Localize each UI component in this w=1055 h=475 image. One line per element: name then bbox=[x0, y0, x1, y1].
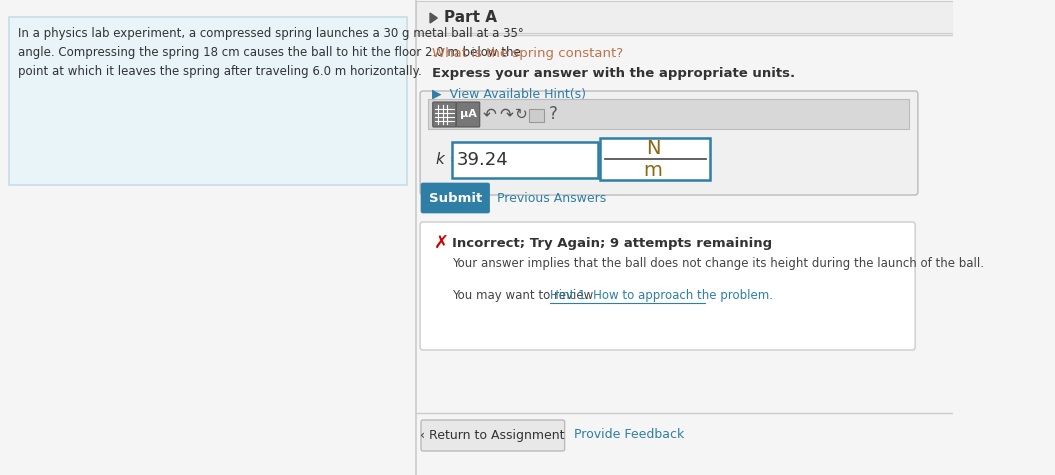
Text: ↶: ↶ bbox=[483, 105, 497, 123]
Text: μA: μA bbox=[460, 109, 477, 119]
FancyBboxPatch shape bbox=[421, 183, 490, 213]
Text: k =: k = bbox=[437, 152, 463, 167]
Text: In a physics lab experiment, a compressed spring launches a 30 g metal ball at a: In a physics lab experiment, a compresse… bbox=[18, 27, 524, 78]
Text: Part A: Part A bbox=[444, 10, 498, 25]
FancyBboxPatch shape bbox=[416, 1, 953, 33]
FancyBboxPatch shape bbox=[456, 102, 480, 127]
Polygon shape bbox=[430, 13, 437, 23]
Text: 39.24: 39.24 bbox=[457, 151, 509, 169]
Text: Provide Feedback: Provide Feedback bbox=[574, 428, 684, 441]
FancyBboxPatch shape bbox=[433, 102, 456, 127]
FancyBboxPatch shape bbox=[420, 222, 915, 350]
Text: ↻: ↻ bbox=[515, 106, 528, 122]
FancyBboxPatch shape bbox=[420, 91, 918, 195]
FancyBboxPatch shape bbox=[421, 420, 564, 451]
Text: Express your answer with the appropriate units.: Express your answer with the appropriate… bbox=[431, 67, 795, 80]
FancyBboxPatch shape bbox=[530, 109, 544, 122]
FancyBboxPatch shape bbox=[9, 17, 406, 185]
Text: ✗: ✗ bbox=[434, 234, 448, 252]
Text: Your answer implies that the ball does not change its height during the launch o: Your answer implies that the ball does n… bbox=[452, 256, 983, 269]
Text: N: N bbox=[646, 140, 660, 159]
FancyBboxPatch shape bbox=[600, 138, 710, 180]
Text: ?: ? bbox=[549, 105, 557, 123]
Text: You may want to review: You may want to review bbox=[452, 289, 597, 302]
Text: ↷: ↷ bbox=[499, 105, 513, 123]
Text: Hint 1. How to approach the problem.: Hint 1. How to approach the problem. bbox=[551, 289, 773, 302]
Text: What is the spring constant?: What is the spring constant? bbox=[431, 47, 622, 60]
Text: ‹ Return to Assignment: ‹ Return to Assignment bbox=[420, 428, 564, 441]
Text: Incorrect; Try Again; 9 attempts remaining: Incorrect; Try Again; 9 attempts remaini… bbox=[452, 237, 772, 249]
Text: m: m bbox=[644, 162, 663, 180]
FancyBboxPatch shape bbox=[452, 142, 598, 178]
Text: Submit: Submit bbox=[428, 191, 482, 205]
FancyBboxPatch shape bbox=[428, 99, 908, 129]
Text: Previous Answers: Previous Answers bbox=[497, 191, 607, 205]
Text: ▶  View Available Hint(s): ▶ View Available Hint(s) bbox=[431, 87, 586, 100]
